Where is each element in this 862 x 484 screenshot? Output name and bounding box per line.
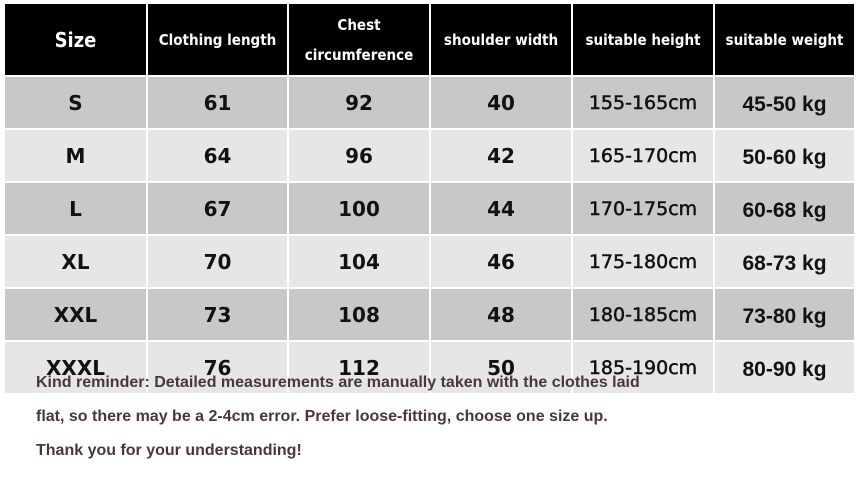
cell-shoulder: 44 xyxy=(431,183,571,234)
cell-shoulder: 50 xyxy=(431,342,571,393)
cell-clothing-length: 67 xyxy=(148,183,287,234)
cell-size: L xyxy=(5,183,146,234)
table-row: M 64 96 42 165-170cm 50-60 kg xyxy=(5,130,854,181)
cell-chest: 104 xyxy=(289,236,429,287)
cell-clothing-length: 73 xyxy=(148,289,287,340)
cell-clothing-length: 70 xyxy=(148,236,287,287)
cell-height: 175-180cm xyxy=(573,236,713,287)
header-weight: suitable weight xyxy=(715,4,854,75)
cell-size: XL xyxy=(5,236,146,287)
cell-chest: 100 xyxy=(289,183,429,234)
table-row: L 67 100 44 170-175cm 60-68 kg xyxy=(5,183,854,234)
kind-reminder-note: Kind reminder: Detailed measurements are… xyxy=(36,366,640,468)
cell-height: 165-170cm xyxy=(573,130,713,181)
note-line: flat, so there may be a 2-4cm error. Pre… xyxy=(36,408,608,425)
size-chart-table: Size Clothing length Chest circumference… xyxy=(3,2,856,395)
cell-chest: 92 xyxy=(289,77,429,128)
cell-clothing-length: 64 xyxy=(148,130,287,181)
table-row: XL 70 104 46 175-180cm 68-73 kg xyxy=(5,236,854,287)
cell-clothing-length: 76 xyxy=(148,342,287,393)
cell-shoulder: 46 xyxy=(431,236,571,287)
table-row: S 61 92 40 155-165cm 45-50 kg xyxy=(5,77,854,128)
header-height: suitable height xyxy=(573,4,713,75)
cell-shoulder: 48 xyxy=(431,289,571,340)
header-row: Size Clothing length Chest circumference… xyxy=(5,4,854,75)
cell-height: 185-190cm xyxy=(573,342,713,393)
header-chest: Chest circumference xyxy=(289,4,429,75)
cell-chest: 96 xyxy=(289,130,429,181)
cell-size: S xyxy=(5,77,146,128)
cell-weight: 80-90 kg xyxy=(715,342,854,393)
cell-shoulder: 40 xyxy=(431,77,571,128)
note-line: Thank you for your understanding! xyxy=(36,442,302,459)
cell-weight: 68-73 kg xyxy=(715,236,854,287)
cell-size: XXXL xyxy=(5,342,146,393)
header-size: Size xyxy=(5,4,146,75)
cell-weight: 50-60 kg xyxy=(715,130,854,181)
cell-size: XXL xyxy=(5,289,146,340)
table-row: XXL 73 108 48 180-185cm 73-80 kg xyxy=(5,289,854,340)
cell-weight: 73-80 kg xyxy=(715,289,854,340)
cell-clothing-length: 61 xyxy=(148,77,287,128)
cell-height: 180-185cm xyxy=(573,289,713,340)
cell-size: M xyxy=(5,130,146,181)
table-row: XXXL 76 112 50 185-190cm 80-90 kg xyxy=(5,342,854,393)
cell-chest: 112 xyxy=(289,342,429,393)
cell-weight: 45-50 kg xyxy=(715,77,854,128)
header-clothing-length: Clothing length xyxy=(148,4,287,75)
cell-weight: 60-68 kg xyxy=(715,183,854,234)
cell-height: 155-165cm xyxy=(573,77,713,128)
header-shoulder: shoulder width xyxy=(431,4,571,75)
cell-chest: 108 xyxy=(289,289,429,340)
cell-height: 170-175cm xyxy=(573,183,713,234)
note-line: Kind reminder: Detailed measurements are… xyxy=(36,374,640,391)
cell-shoulder: 42 xyxy=(431,130,571,181)
